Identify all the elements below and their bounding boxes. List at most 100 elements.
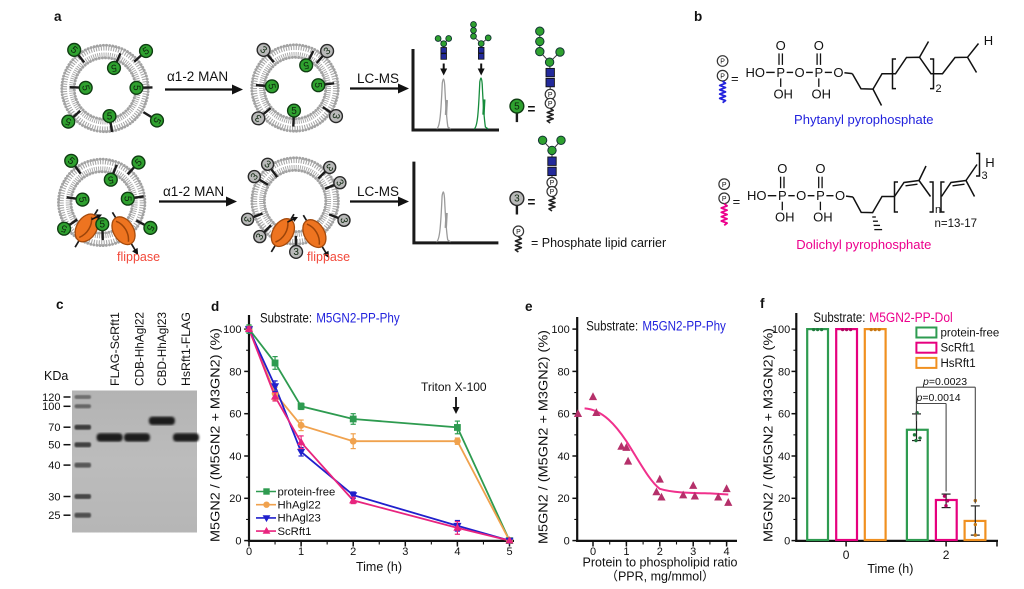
svg-text:M5GN2 / (M5GN2 + M3GN2) (%): M5GN2 / (M5GN2 + M3GN2) (%)	[762, 328, 776, 542]
svg-text:3: 3	[262, 159, 273, 172]
svg-text:e: e	[525, 299, 533, 314]
svg-text:40: 40	[48, 460, 60, 472]
svg-text:100: 100	[42, 401, 60, 413]
svg-text:O: O	[815, 161, 825, 176]
svg-text:P: P	[516, 229, 521, 236]
svg-text:5: 5	[291, 106, 297, 117]
svg-text:80: 80	[229, 366, 241, 378]
svg-text:α1-2 MAN: α1-2 MAN	[167, 69, 228, 84]
svg-text:5: 5	[107, 111, 113, 122]
svg-text:H: H	[985, 155, 994, 170]
svg-text:5: 5	[141, 45, 152, 58]
svg-text:100: 100	[772, 324, 790, 336]
svg-text:O: O	[814, 38, 824, 53]
svg-text:50: 50	[48, 440, 60, 452]
svg-text:0: 0	[784, 536, 790, 548]
svg-text:1: 1	[298, 546, 304, 558]
svg-text:2: 2	[943, 548, 950, 562]
svg-text:b: b	[694, 9, 702, 24]
svg-text:protein-free: protein-free	[941, 328, 1000, 340]
svg-text:5: 5	[100, 219, 106, 230]
svg-text:FLAG-ScRft1: FLAG-ScRft1	[108, 312, 122, 386]
svg-text:p=0.0023: p=0.0023	[922, 376, 967, 388]
svg-text:P: P	[550, 189, 555, 196]
svg-text:100: 100	[551, 324, 569, 336]
svg-text:CBD-HhAgl23: CBD-HhAgl23	[155, 312, 169, 386]
svg-text:Triton X-100: Triton X-100	[421, 380, 487, 394]
svg-text:a: a	[54, 9, 62, 24]
svg-text:5: 5	[312, 82, 323, 88]
svg-text:5: 5	[302, 59, 310, 71]
svg-text:M5GN2-PP-Phy: M5GN2-PP-Phy	[316, 311, 400, 326]
svg-text:3: 3	[241, 215, 253, 223]
svg-text:40: 40	[229, 451, 241, 463]
svg-text:120: 120	[42, 392, 60, 404]
svg-text:3: 3	[323, 161, 335, 173]
svg-text:=: =	[731, 71, 739, 86]
svg-text:5: 5	[122, 196, 133, 202]
svg-text:2: 2	[350, 546, 356, 558]
svg-text:0: 0	[246, 546, 252, 558]
svg-text:5: 5	[150, 115, 163, 126]
svg-text:=: =	[733, 194, 741, 209]
svg-text:1: 1	[623, 546, 629, 558]
svg-text:0: 0	[590, 546, 596, 558]
svg-text:30: 30	[48, 491, 60, 503]
svg-text:60: 60	[778, 409, 790, 421]
svg-text:HO: HO	[747, 188, 767, 203]
svg-text:p=0.0014: p=0.0014	[916, 392, 961, 404]
svg-text:P: P	[722, 196, 727, 203]
svg-text:M5GN2-PP-Dol: M5GN2-PP-Dol	[869, 310, 953, 325]
svg-text:100: 100	[223, 324, 241, 336]
svg-text:P: P	[814, 65, 823, 80]
svg-text:KDa: KDa	[44, 369, 68, 383]
svg-text:Phytanyl pyrophosphate: Phytanyl pyrophosphate	[794, 112, 933, 127]
svg-text:3: 3	[402, 546, 408, 558]
svg-text:20: 20	[557, 493, 569, 505]
svg-text:5: 5	[65, 155, 77, 167]
svg-text:5: 5	[130, 85, 141, 91]
svg-text:3: 3	[249, 171, 261, 183]
svg-text:O: O	[776, 38, 786, 53]
svg-text:20: 20	[229, 493, 241, 505]
svg-text:3: 3	[254, 231, 267, 242]
svg-text:25: 25	[48, 510, 60, 522]
svg-text:0: 0	[235, 536, 241, 548]
svg-text:flippase: flippase	[307, 250, 350, 264]
svg-text:5: 5	[265, 83, 277, 91]
svg-text:Substrate:: Substrate:	[586, 319, 638, 334]
svg-text:P: P	[548, 101, 553, 108]
svg-text:=: =	[528, 195, 536, 210]
svg-text:3: 3	[322, 45, 334, 57]
svg-text:5: 5	[514, 101, 520, 112]
svg-text:O: O	[796, 188, 806, 203]
svg-text:5: 5	[133, 157, 145, 169]
svg-text:CDB-HhAgl22: CDB-HhAgl22	[132, 312, 146, 386]
svg-text:LC-MS: LC-MS	[357, 184, 399, 199]
svg-text:（PPR, mg/mmol）: （PPR, mg/mmol）	[605, 570, 714, 584]
svg-text:Time (h): Time (h)	[356, 560, 402, 574]
svg-text:5: 5	[76, 196, 88, 204]
svg-text:5: 5	[107, 173, 115, 185]
svg-text:40: 40	[778, 451, 790, 463]
svg-text:2: 2	[936, 83, 942, 95]
svg-text:f: f	[760, 296, 765, 311]
svg-text:Substrate:: Substrate:	[813, 310, 865, 325]
svg-text:Substrate:: Substrate:	[260, 311, 312, 326]
svg-text:P: P	[548, 92, 553, 99]
svg-text:Time (h): Time (h)	[867, 562, 913, 576]
svg-text:flippase: flippase	[117, 250, 160, 264]
svg-text:Protein to phospholipid ratio: Protein to phospholipid ratio	[583, 556, 738, 570]
svg-text:3: 3	[257, 44, 269, 56]
svg-text:HhAgl23: HhAgl23	[278, 513, 321, 525]
svg-text:60: 60	[229, 409, 241, 421]
svg-text:LC-MS: LC-MS	[357, 71, 399, 86]
svg-text:4: 4	[454, 546, 460, 558]
svg-text:5: 5	[68, 44, 80, 56]
svg-text:d: d	[211, 299, 219, 314]
svg-text:P: P	[720, 73, 725, 80]
svg-text:5: 5	[110, 61, 118, 73]
svg-text:3: 3	[982, 170, 988, 182]
svg-text:n=13-17: n=13-17	[935, 218, 978, 230]
svg-text:5: 5	[64, 115, 73, 127]
